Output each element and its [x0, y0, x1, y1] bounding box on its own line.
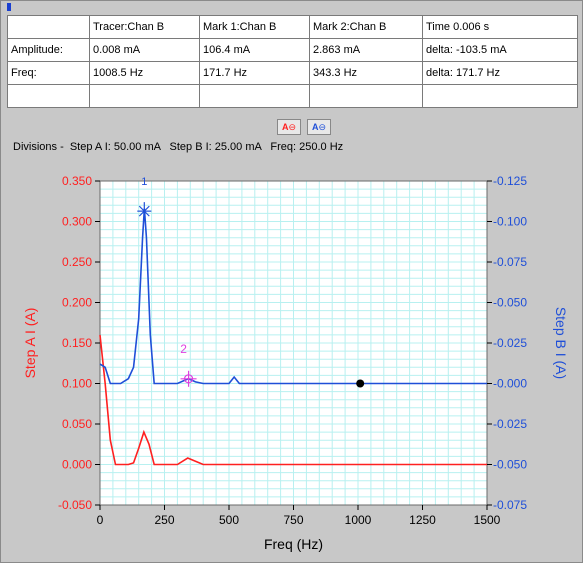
- readout-header-mark2: Mark 2:Chan B: [309, 15, 423, 39]
- readout-header-tracer: Tracer:Chan B: [89, 15, 200, 39]
- trace-b-button[interactable]: A ⊖: [307, 119, 331, 135]
- readout-mark1-freq: 171.7 Hz: [199, 61, 310, 85]
- series-step-a-line: [99, 334, 487, 466]
- y-right-tick-label: -0.050: [493, 458, 527, 472]
- y-right-tick-label: -0.025: [493, 336, 527, 350]
- readout-mark1-amplitude: 106.4 mA: [199, 38, 310, 62]
- y-right-tick-label: -0.050: [493, 296, 527, 310]
- x-tick-label: 500: [219, 513, 239, 527]
- readout-label-freq: Freq:: [7, 61, 90, 85]
- y-left-tick-label: 0.050: [62, 417, 92, 431]
- readout-row-amplitude: Amplitude: 0.008 mA 106.4 mA 2.863 mA de…: [7, 38, 578, 62]
- marker-2-label: 2: [180, 342, 187, 356]
- trace-a-circle-icon: ⊖: [288, 121, 297, 132]
- y-right-tick-label: -0.000: [493, 377, 527, 391]
- tracer-dot: [356, 379, 365, 388]
- trace-buttons: A ⊖ A ⊖: [277, 119, 331, 135]
- marker-2-circle: [183, 374, 194, 384]
- y-left-tick-label: 0.000: [62, 458, 92, 472]
- readout-row-freq: Freq: 1008.5 Hz 171.7 Hz 343.3 Hz delta:…: [7, 61, 578, 85]
- readout-header-row: Tracer:Chan B Mark 1:Chan B Mark 2:Chan …: [7, 15, 578, 39]
- marker-1-label: 1: [141, 176, 147, 188]
- x-tick-label: 1250: [409, 513, 436, 527]
- trace-b-button-label: A: [311, 122, 319, 132]
- y-right-tick-label: -0.075: [493, 255, 527, 269]
- plot-area[interactable]: 0 250 500 750 1000 1250 1500 0.350 0.300 0.250 0.2…: [7, 165, 578, 559]
- readout-tracer-amplitude: 0.008 mA: [89, 38, 200, 62]
- trace-a-button[interactable]: A ⊖: [277, 119, 301, 135]
- y-left-axis-label: Step A I (A): [22, 308, 38, 379]
- readout-tracer-freq: 1008.5 Hz: [89, 61, 200, 85]
- trace-b-circle-icon: ⊖: [318, 121, 327, 132]
- x-tick-label: 250: [154, 513, 174, 527]
- series-step-b-line: [99, 208, 487, 385]
- readout-mark2-freq: 343.3 Hz: [309, 61, 423, 85]
- readout-table: Tracer:Chan B Mark 1:Chan B Mark 2:Chan …: [7, 15, 578, 108]
- y-left-tick-label: 0.200: [62, 296, 92, 310]
- marker-1-crosshair-d2: [138, 205, 150, 217]
- readout-header-mark1: Mark 1:Chan B: [199, 15, 310, 39]
- y-right-axis-label: Step B I (A): [553, 307, 569, 379]
- readout-header-time: Time 0.006 s: [422, 15, 578, 39]
- x-axis-label: Freq (Hz): [264, 536, 323, 552]
- y-left-tick-label: -0.050: [58, 498, 92, 512]
- readout-delta-amplitude: delta: -103.5 mA: [422, 38, 578, 62]
- y-right-tick-label: -0.075: [493, 498, 527, 512]
- readout-label-amplitude: Amplitude:: [7, 38, 90, 62]
- y-left-tick-label: 0.350: [62, 174, 92, 188]
- y-left-tick-label: 0.150: [62, 336, 92, 350]
- trace-a-button-label: A: [281, 122, 289, 132]
- divisions-bar: A ⊖ A ⊖ Divisions - Step A I: 50.00 mA S…: [7, 113, 578, 165]
- x-tick-label: 750: [283, 513, 303, 527]
- x-tick-label: 1500: [474, 513, 501, 527]
- readout-empty-row: [7, 84, 578, 108]
- y-left-tick-label: 0.250: [62, 255, 92, 269]
- y-right-tick-label: -0.100: [493, 215, 527, 229]
- divisions-text: Divisions - Step A I: 50.00 mA Step B I:…: [13, 141, 344, 153]
- y-right-tick-label: -0.125: [493, 174, 527, 188]
- x-tick-label: 1000: [345, 513, 372, 527]
- window-marker: [7, 3, 11, 11]
- readout-header-blank: [7, 15, 90, 39]
- y-right-tick-label: -0.025: [493, 417, 527, 431]
- readout-mark2-amplitude: 2.863 mA: [309, 38, 423, 62]
- y-left-tick-label: 0.300: [62, 215, 92, 229]
- x-tick-label: 0: [97, 513, 104, 527]
- y-left-tick-label: 0.100: [62, 377, 92, 391]
- readout-delta-freq: delta: 171.7 Hz: [422, 61, 578, 85]
